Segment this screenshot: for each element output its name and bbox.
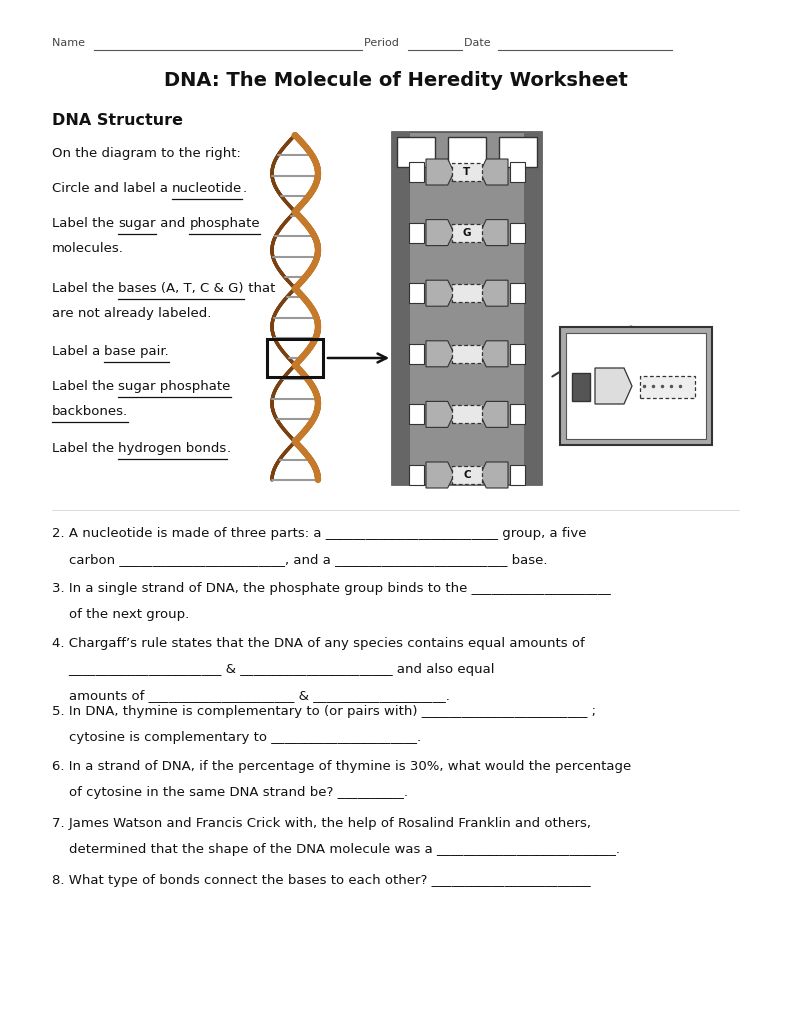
Bar — [510, 162, 525, 182]
Polygon shape — [426, 159, 454, 185]
Polygon shape — [480, 159, 508, 185]
Bar — [397, 137, 435, 167]
Text: 4. Chargaff’s rule states that the DNA of any species contains equal amounts of: 4. Chargaff’s rule states that the DNA o… — [52, 637, 585, 650]
Bar — [409, 404, 424, 424]
Bar — [452, 466, 482, 484]
Text: backbones.: backbones. — [52, 406, 128, 418]
Text: that: that — [244, 282, 275, 295]
Bar — [409, 465, 424, 485]
Bar — [510, 344, 525, 364]
Bar — [452, 163, 482, 181]
Bar — [409, 222, 424, 243]
Bar — [510, 284, 525, 303]
Polygon shape — [426, 281, 454, 306]
Text: DNA Structure: DNA Structure — [52, 113, 183, 128]
Bar — [392, 132, 542, 485]
Bar — [499, 137, 537, 167]
Bar — [452, 345, 482, 362]
Text: bases (A, T, C & G): bases (A, T, C & G) — [119, 282, 244, 295]
Bar — [510, 404, 525, 424]
Text: are not already labeled.: are not already labeled. — [52, 307, 211, 319]
Text: 5. In DNA, thymine is complementary to (or pairs with) _________________________: 5. In DNA, thymine is complementary to (… — [52, 705, 596, 718]
Bar — [409, 284, 424, 303]
Text: _______________________ & _______________________ and also equal: _______________________ & ______________… — [52, 663, 494, 676]
Bar — [560, 327, 712, 445]
Text: carbon _________________________, and a __________________________ base.: carbon _________________________, and a … — [52, 553, 547, 566]
Text: Label the: Label the — [52, 442, 119, 455]
Bar — [510, 222, 525, 243]
Text: of the next group.: of the next group. — [52, 608, 189, 621]
Text: molecules.: molecules. — [52, 242, 124, 255]
Polygon shape — [426, 462, 454, 488]
Text: Name: Name — [52, 38, 89, 48]
Bar — [452, 285, 482, 302]
Text: T: T — [464, 167, 471, 177]
Bar — [452, 223, 482, 242]
Bar — [452, 406, 482, 423]
Text: Label a: Label a — [52, 345, 104, 358]
Text: 8. What type of bonds connect the bases to each other? ________________________: 8. What type of bonds connect the bases … — [52, 874, 591, 887]
Text: hydrogen bonds: hydrogen bonds — [119, 442, 227, 455]
Text: On the diagram to the right:: On the diagram to the right: — [52, 147, 241, 160]
Text: Date: Date — [464, 38, 494, 48]
Text: sugar phosphate: sugar phosphate — [119, 380, 231, 393]
Text: DNA: The Molecule of Heredity Worksheet: DNA: The Molecule of Heredity Worksheet — [164, 71, 627, 90]
Text: Label the: Label the — [52, 282, 119, 295]
Polygon shape — [480, 341, 508, 367]
Polygon shape — [426, 341, 454, 367]
Text: base pair.: base pair. — [104, 345, 169, 358]
Text: .: . — [227, 442, 231, 455]
Text: Label the: Label the — [52, 380, 119, 393]
Text: Circle and label a: Circle and label a — [52, 182, 172, 195]
Bar — [572, 373, 590, 401]
Polygon shape — [480, 462, 508, 488]
Bar — [392, 132, 410, 485]
Text: Period: Period — [364, 38, 403, 48]
Bar — [267, 339, 323, 377]
Polygon shape — [480, 401, 508, 427]
Bar — [566, 333, 706, 439]
Text: amounts of ______________________ & ____________________.: amounts of ______________________ & ____… — [52, 689, 450, 702]
Bar — [640, 376, 695, 398]
Text: nucleotide: nucleotide — [172, 182, 243, 195]
Text: 6. In a strand of DNA, if the percentage of thymine is 30%, what would the perce: 6. In a strand of DNA, if the percentage… — [52, 760, 631, 773]
Text: 7. James Watson and Francis Crick with, the help of Rosalind Franklin and others: 7. James Watson and Francis Crick with, … — [52, 817, 591, 830]
Polygon shape — [480, 219, 508, 246]
Polygon shape — [480, 281, 508, 306]
Text: 2. A nucleotide is made of three parts: a __________________________ group, a fi: 2. A nucleotide is made of three parts: … — [52, 527, 586, 540]
Polygon shape — [426, 219, 454, 246]
Text: sugar: sugar — [119, 217, 156, 230]
Bar — [510, 465, 525, 485]
Text: determined that the shape of the DNA molecule was a ___________________________.: determined that the shape of the DNA mol… — [52, 843, 620, 856]
Text: C: C — [464, 470, 471, 480]
Text: and: and — [156, 217, 190, 230]
Text: phosphate: phosphate — [190, 217, 260, 230]
Text: G: G — [463, 227, 471, 238]
Bar — [524, 132, 542, 485]
Text: .: . — [243, 182, 247, 195]
Text: cytosine is complementary to ______________________.: cytosine is complementary to ___________… — [52, 731, 421, 744]
Text: Label the: Label the — [52, 217, 119, 230]
Bar — [448, 137, 486, 167]
Polygon shape — [595, 368, 632, 404]
Bar — [409, 162, 424, 182]
Text: of cytosine in the same DNA strand be? __________.: of cytosine in the same DNA strand be? _… — [52, 786, 408, 799]
Text: 3. In a single strand of DNA, the phosphate group binds to the _________________: 3. In a single strand of DNA, the phosph… — [52, 582, 611, 595]
Bar — [409, 344, 424, 364]
Polygon shape — [426, 401, 454, 427]
